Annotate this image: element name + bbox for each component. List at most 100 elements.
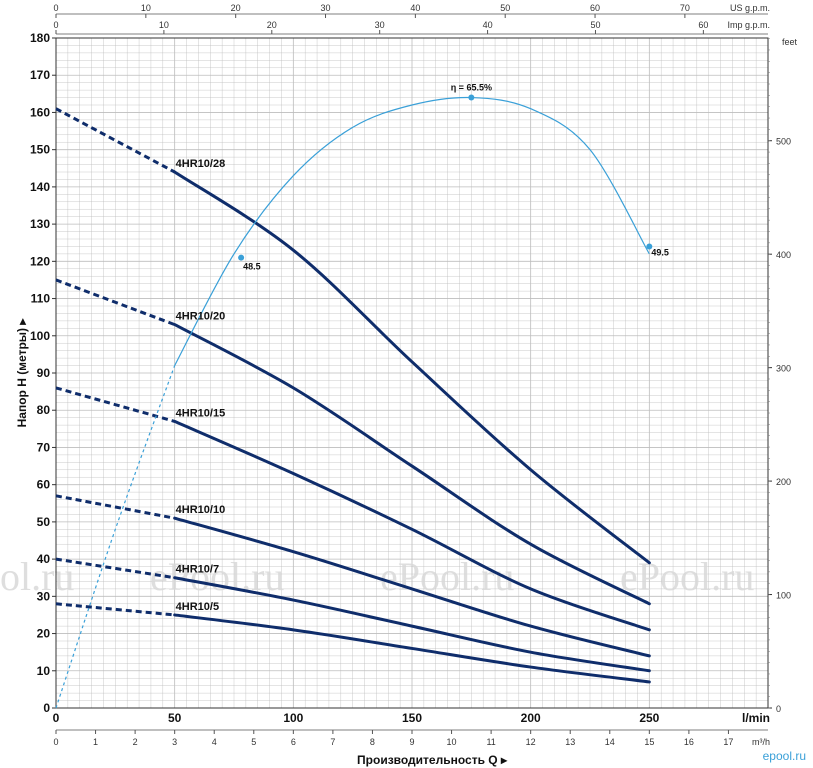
x-tick-label-lmin: 0 — [53, 711, 60, 725]
y-axis-title: Напор H (метры) ▸ — [15, 318, 29, 428]
m3h-tick-label: 7 — [330, 737, 335, 747]
y-tick-label: 70 — [37, 440, 51, 454]
axes: 0 10 20 30 40 50 60 70 US g.p.m.0 10 20 30 40 50 60 Imp… — [15, 3, 806, 767]
series-label-4hr10-10: 4HR10/10 — [176, 504, 226, 516]
y-tick-label: 110 — [31, 292, 51, 306]
efficiency-marker — [468, 94, 475, 101]
y-tick-label: 10 — [37, 664, 51, 678]
feet-tick-label: 500 — [776, 137, 791, 147]
top-us-tick-label: 40 — [410, 3, 420, 13]
m3h-tick-label: 16 — [684, 737, 694, 747]
series-line-4hr10-7 — [173, 576, 651, 673]
y-tick-label: 50 — [37, 515, 51, 529]
y-tick-label: 130 — [30, 217, 50, 231]
m3h-units: m³/h — [752, 737, 770, 747]
feet-tick-label: 300 — [776, 364, 791, 374]
x-tick-label-lmin: 250 — [639, 711, 659, 725]
series-line-4hr10-10-dashed — [55, 494, 175, 520]
m3h-tick-label: 8 — [370, 737, 375, 747]
m3h-tick-label: 6 — [291, 737, 296, 747]
top-imp-tick-label: 50 — [590, 20, 600, 30]
efficiency-marker — [646, 243, 653, 250]
y-tick-label: 150 — [30, 143, 50, 157]
series-line-4hr10-28 — [173, 170, 651, 565]
top-us-tick-label: 70 — [680, 3, 690, 13]
y-tick-label: 0 — [43, 701, 50, 715]
top-us-tick-label: 30 — [321, 3, 331, 13]
series-line-4hr10-5-dashed — [55, 602, 175, 617]
watermark-text: ePool.ru — [150, 554, 284, 599]
top-us-tick-label: 60 — [590, 3, 600, 13]
efficiency-marker-label: η = 65.5% — [451, 83, 492, 93]
efficiency-curve-dashed — [55, 365, 176, 709]
x-axis-title: Производительность Q ▸ — [357, 753, 508, 767]
series-line-4hr10-20-dashed — [55, 278, 176, 327]
series-label-4hr10-7: 4HR10/7 — [176, 564, 219, 576]
series-line-4hr10-7-dashed — [55, 557, 175, 580]
efficiency-curve — [174, 96, 650, 366]
watermark-text: ePool.ru — [380, 554, 514, 599]
top-us-tick-label: 20 — [231, 3, 241, 13]
m3h-tick-label: 0 — [53, 737, 58, 747]
m3h-tick-label: 2 — [133, 737, 138, 747]
top-imp-tick-label: 10 — [159, 20, 169, 30]
top-imp-tick-label: 40 — [483, 20, 493, 30]
efficiency-marker — [238, 254, 245, 261]
top-imp-tick-label: 60 — [698, 20, 708, 30]
feet-tick-label: 200 — [776, 477, 791, 487]
series-line-4hr10-10 — [173, 516, 651, 658]
efficiency-marker-label: 48.5 — [243, 262, 261, 272]
top-us-tick-label: 0 — [53, 3, 58, 13]
y-tick-label: 30 — [37, 589, 51, 603]
m3h-tick-label: 9 — [409, 737, 414, 747]
brand-text: epool.ru — [763, 749, 806, 763]
watermark-text: ePool.ru — [620, 554, 754, 599]
top-us-units: US g.p.m. — [730, 3, 770, 13]
series-layer — [55, 107, 651, 684]
labels-layer: 4HR10/28 4HR10/20 4HR10/15 4HR10/10 4HR10/7 4… — [176, 83, 669, 613]
y-tick-label: 40 — [37, 552, 51, 566]
m3h-tick-label: 12 — [526, 737, 536, 747]
feet-tick-label: 0 — [776, 704, 781, 714]
series-label-4hr10-5: 4HR10/5 — [176, 601, 219, 613]
y-tick-label: 140 — [30, 180, 50, 194]
y-tick-label: 80 — [37, 403, 51, 417]
y-tick-label: 20 — [37, 627, 51, 641]
top-us-tick-label: 10 — [141, 3, 151, 13]
series-label-4hr10-15: 4HR10/15 — [176, 407, 226, 419]
top-us-tick-label: 50 — [500, 3, 510, 13]
y-tick-label: 60 — [37, 478, 51, 492]
y-tick-label: 170 — [30, 68, 50, 82]
series-label-4hr10-28: 4HR10/28 — [176, 158, 226, 170]
y-tick-label: 180 — [30, 31, 50, 45]
series-line-4hr10-28-dashed — [55, 107, 176, 174]
m3h-tick-label: 3 — [172, 737, 177, 747]
efficiency-marker-label: 49.5 — [651, 247, 669, 257]
feet-tick-label: 100 — [776, 591, 791, 601]
series-line-4hr10-20 — [173, 323, 651, 606]
m3h-tick-label: 1 — [93, 737, 98, 747]
m3h-tick-label: 17 — [723, 737, 733, 747]
m3h-tick-label: 15 — [644, 737, 654, 747]
top-imp-tick-label: 0 — [53, 20, 58, 30]
series-line-4hr10-5 — [173, 613, 651, 684]
y-tick-label: 90 — [37, 366, 51, 380]
y-tick-label: 160 — [30, 105, 50, 119]
top-imp-tick-label: 20 — [267, 20, 277, 30]
top-imp-units: Imp g.p.m. — [727, 20, 770, 30]
x-tick-label-lmin: 200 — [521, 711, 541, 725]
m3h-tick-label: 11 — [486, 737, 495, 747]
m3h-tick-label: 5 — [251, 737, 256, 747]
x-tick-label-lmin: 50 — [168, 711, 182, 725]
x-tick-label-lmin: 150 — [402, 711, 422, 725]
x-units-lmin: l/min — [742, 711, 770, 725]
efficiency-layer — [55, 94, 653, 709]
y-tick-label: 100 — [30, 329, 50, 343]
m3h-tick-label: 13 — [565, 737, 575, 747]
feet-tick-label: 400 — [776, 250, 791, 260]
y-tick-label: 120 — [30, 254, 50, 268]
series-line-4hr10-15 — [173, 419, 651, 632]
watermark: ePool.ru ePool.ru ePool.ru ePool.ru — [0, 554, 754, 599]
